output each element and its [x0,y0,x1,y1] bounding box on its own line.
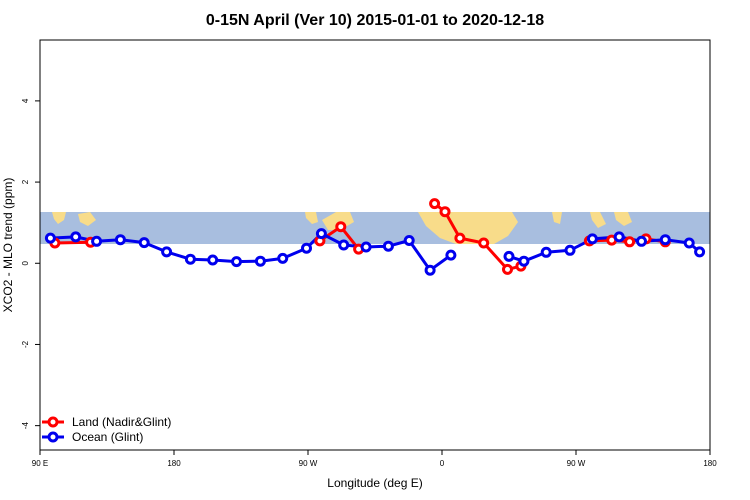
x-tick-label-0: 90 E [32,459,48,468]
land-point-3 [335,221,347,233]
ocean-point-24 [613,231,625,243]
ocean-point-0 [44,232,56,244]
x-tick-label-2: 90 W [299,459,318,468]
y-axis-label: XCO2 - MLO trend (ppm) [1,178,15,313]
legend-label-land: Land (Nadir&Glint) [72,415,171,429]
y-tick-label-1: -2 [21,340,30,348]
land-shapes [52,212,632,244]
y-tick-label-3: 2 [21,179,30,184]
ocean-line-segment-1 [508,235,701,263]
ocean-point-21 [540,246,552,258]
land-africa [418,212,518,244]
ocean-point-13 [338,239,350,251]
ocean-point-10 [277,252,289,264]
x-tick-label-1: 180 [167,459,181,468]
ocean-point-18 [445,249,457,261]
chart-title: 0-15N April (Ver 10) 2015-01-01 to 2020-… [206,12,544,29]
x-tick-label-5: 180 [703,459,717,468]
legend-marker-ocean [47,431,59,443]
y-tick-label-4: 4 [21,98,30,103]
land-point-13 [624,236,636,248]
x-tick-label-4: 90 W [567,459,586,468]
land-point-9 [502,263,513,275]
plot-frame [39,39,711,451]
ocean-point-3 [114,234,126,246]
ocean-point-20 [518,255,530,267]
land-point-5 [429,198,441,210]
ocean-point-12 [315,228,327,240]
land-line-segment-0 [54,240,91,245]
ocean-point-9 [254,255,266,267]
ocean-point-27 [683,237,695,249]
ocean-point-8 [231,256,242,268]
ocean-point-6 [184,253,196,265]
ocean-point-5 [161,246,173,258]
ocean-point-4 [138,237,150,249]
ocean-point-1 [70,231,82,243]
land-southeast-asia [614,212,632,226]
land-arabia [552,212,562,224]
ocean-point-11 [301,242,312,254]
land-point-7 [454,232,466,244]
ocean-point-15 [382,240,394,252]
ocean-point-17 [424,264,436,276]
land-point-6 [439,206,451,218]
ocean-point-2 [91,235,103,247]
ocean-point-23 [586,233,598,245]
ocean-point-26 [659,234,671,246]
x-tick-label-3: 0 [440,459,445,468]
legend-marker-land [47,416,59,428]
legend: Land (Nadir&Glint) Ocean (Glint) [42,415,171,444]
series-layer [44,198,706,276]
y-tick-label-2: 0 [21,260,30,265]
ocean-point-16 [403,235,415,246]
y-axis: -4 -2 0 2 4 [21,98,40,429]
ocean-point-28 [694,246,706,258]
ocean-point-7 [207,254,219,266]
land-point-8 [478,237,490,249]
legend-label-ocean: Ocean (Glint) [72,430,143,444]
ocean-point-22 [564,244,576,256]
land-central-america [305,212,318,224]
land-sea-asia-1 [52,212,66,224]
land-india [590,212,606,228]
ocean-point-14 [360,241,372,253]
y-tick-label-0: -4 [21,422,30,430]
ocean-point-25 [636,235,647,247]
land-sea-asia-2 [78,212,96,226]
x-axis-label: Longitude (deg E) [327,476,422,490]
ocean-point-19 [503,250,515,262]
x-axis: 90 E 180 90 W 0 90 W 180 [32,450,717,468]
